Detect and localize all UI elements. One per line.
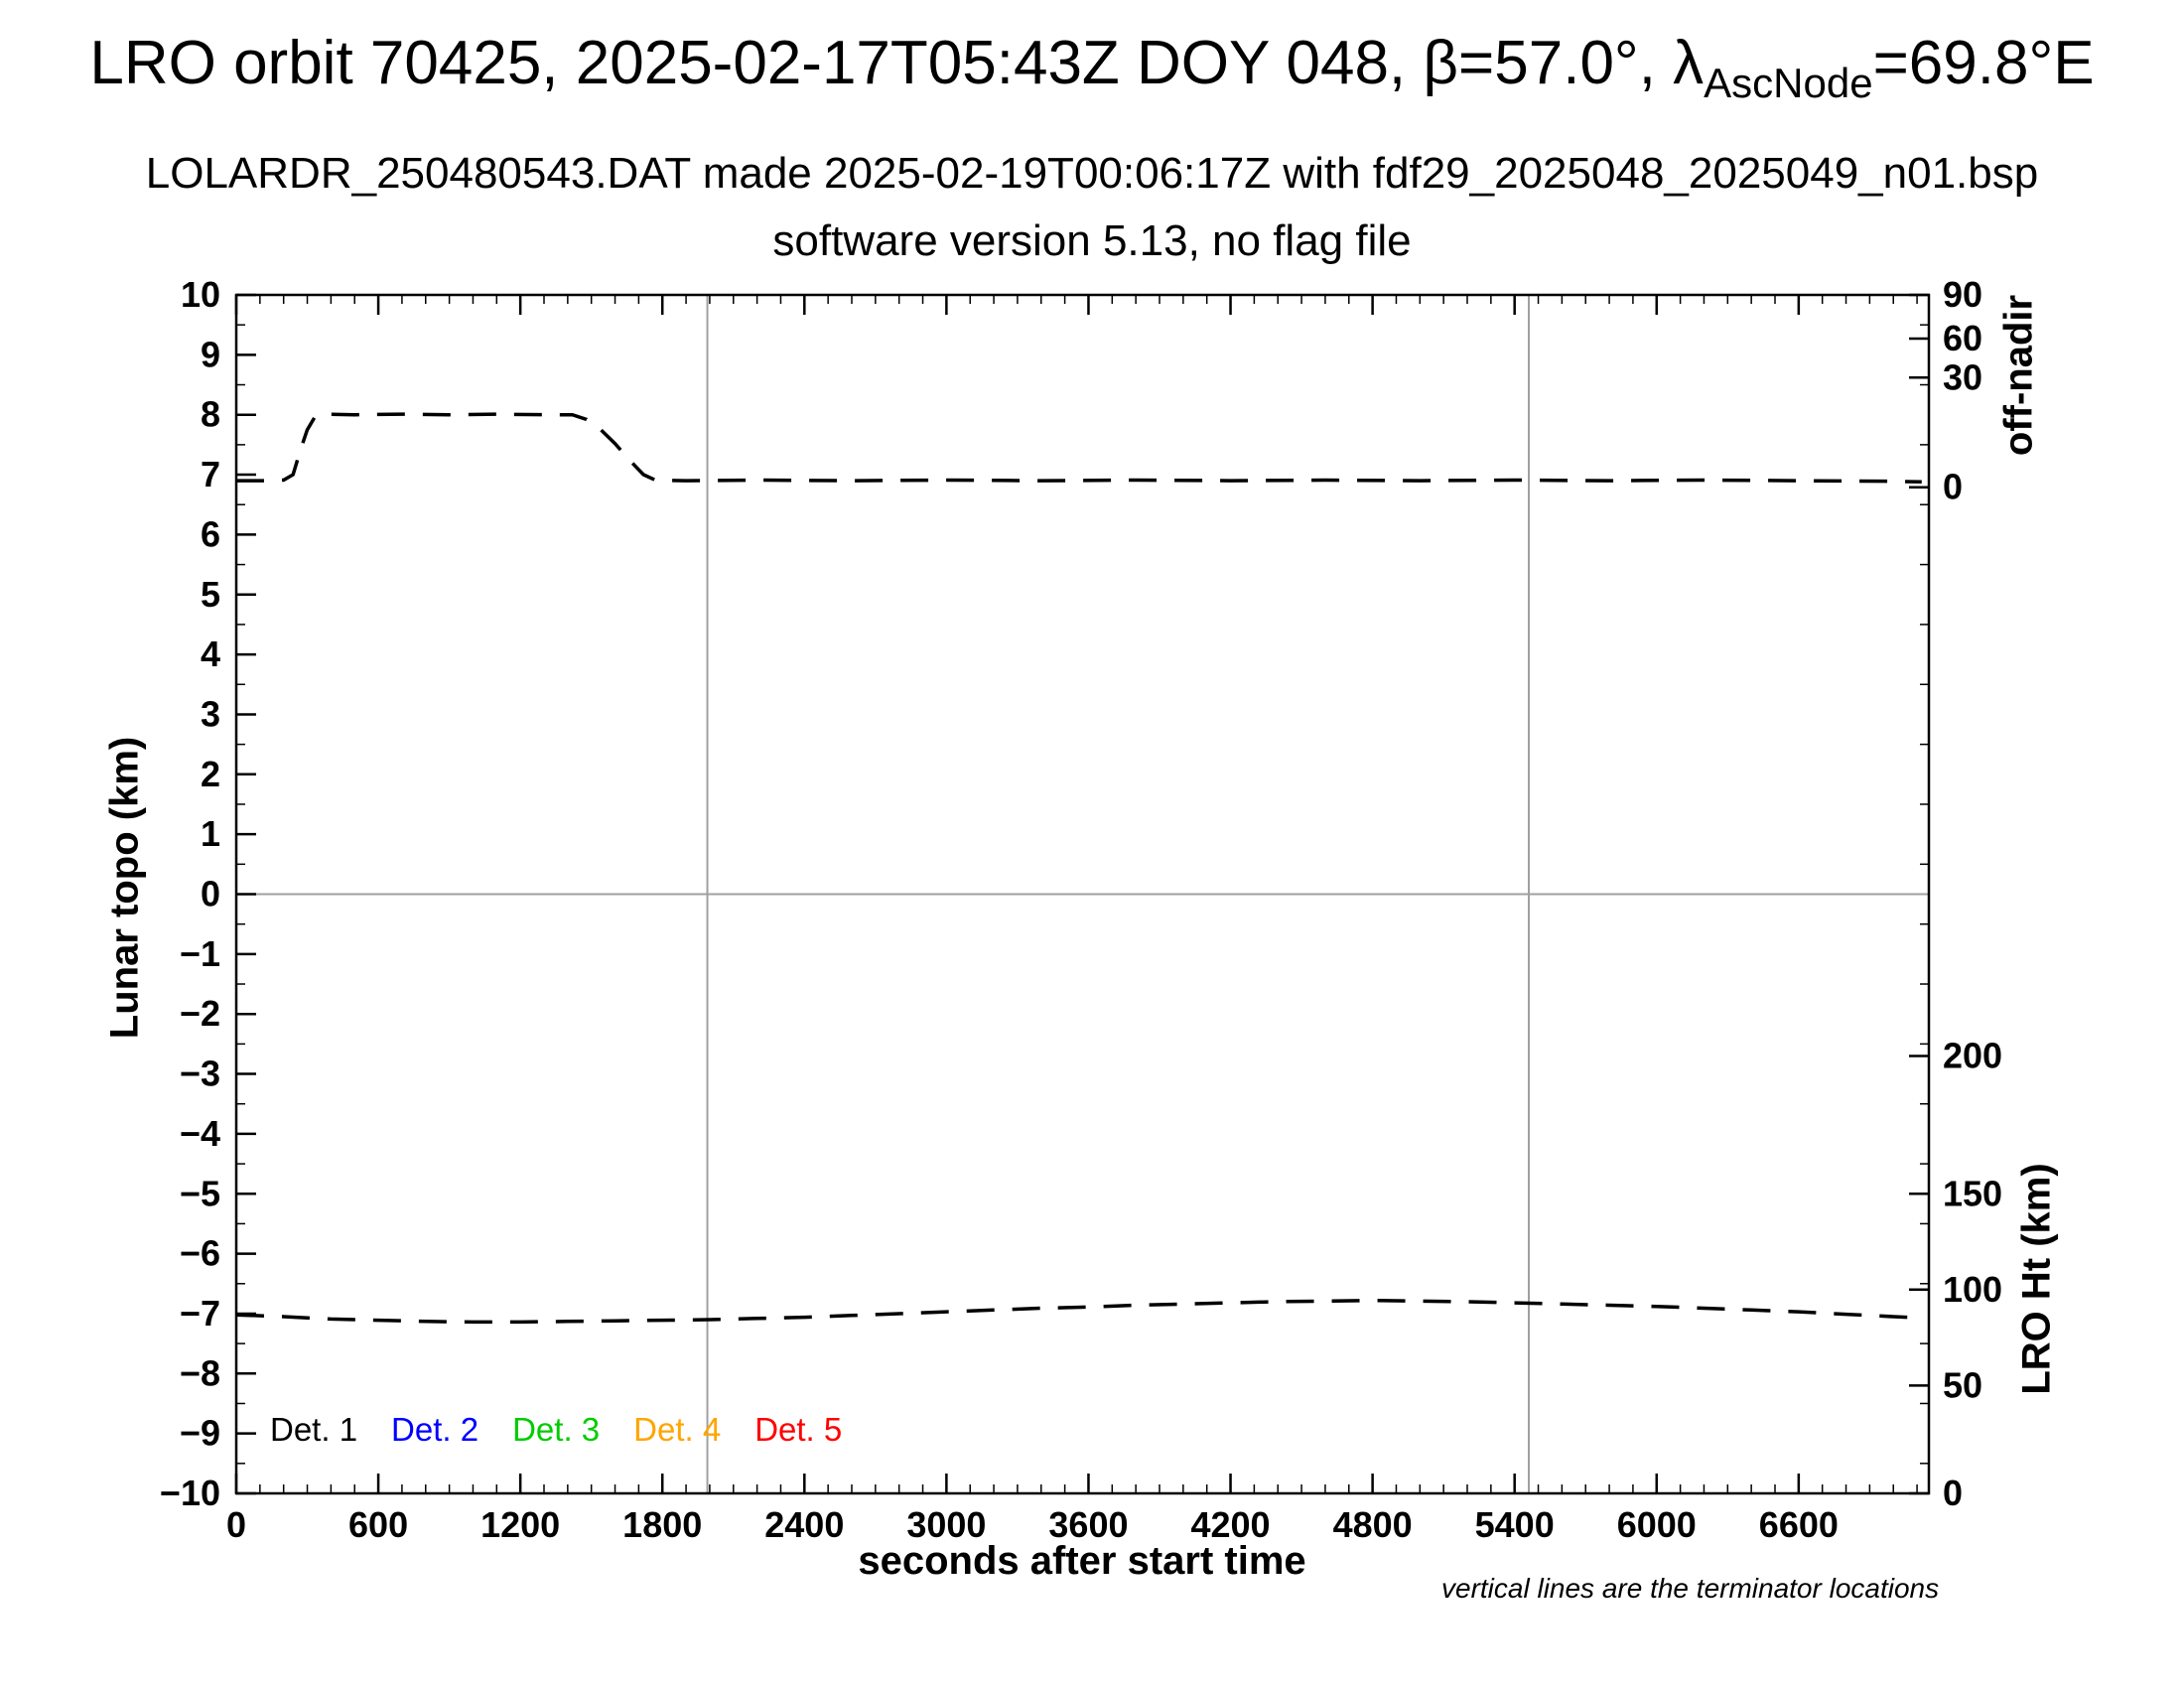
legend-item-det2: Det. 2 (391, 1411, 479, 1448)
x-tick-label: 600 (348, 1504, 408, 1545)
x-tick-label: 1800 (622, 1504, 702, 1545)
right-axis-tick-label: 100 (1943, 1269, 2002, 1310)
right-axis-tick-label: 200 (1943, 1035, 2002, 1075)
detector-legend: Det. 1 Det. 2 Det. 3 Det. 4 Det. 5 (270, 1411, 842, 1449)
plot-software-line: software version 5.13, no flag file (772, 216, 1412, 265)
y-tick-label: −5 (180, 1173, 220, 1213)
plot-title: LRO orbit 70425, 2025-02-17T05:43Z DOY 0… (0, 28, 2184, 106)
plot-title-subscript: AscNode (1704, 60, 1873, 106)
y-tick-label: 2 (201, 754, 220, 794)
x-tick-label: 3000 (906, 1504, 986, 1545)
legend-item-det4: Det. 4 (633, 1411, 722, 1448)
y-tick-label: −4 (180, 1113, 220, 1154)
x-tick-label: 4200 (1190, 1504, 1270, 1545)
right-axis-tick-label: 50 (1943, 1364, 1982, 1405)
y-tick-label: 8 (201, 394, 220, 435)
y-axis-title-right-top: off-nadir (1996, 294, 2041, 457)
y-axis-title-left: Lunar topo (km) (102, 736, 147, 1040)
terminator-footnote: vertical lines are the terminator locati… (1441, 1573, 1940, 1604)
y-tick-label: −2 (180, 993, 220, 1034)
series-off-nadir-angle (236, 412, 1922, 485)
legend-item-det1: Det. 1 (270, 1411, 358, 1448)
y-tick-label: −6 (180, 1233, 220, 1274)
right-axis-tick-label: 150 (1943, 1173, 2002, 1213)
x-axis-title: seconds after start time (858, 1539, 1306, 1583)
right-axis-tick-label: 90 (1943, 274, 1982, 315)
plot-subtitle: LOLARDR_250480543.DAT made 2025-02-19T00… (145, 149, 2039, 198)
y-tick-label: 3 (201, 693, 220, 734)
y-tick-label: 4 (201, 633, 220, 674)
x-tick-label: 0 (226, 1504, 246, 1545)
y-tick-label: 1 (201, 813, 220, 854)
x-tick-label: 3600 (1048, 1504, 1128, 1545)
y-tick-label: 10 (181, 274, 220, 315)
x-tick-label: 5400 (1475, 1504, 1555, 1545)
y-tick-label: −9 (180, 1413, 220, 1454)
legend-item-det5: Det. 5 (754, 1411, 843, 1448)
right-axis-tick-label: 30 (1943, 356, 1982, 397)
legend-item-det3: Det. 3 (512, 1411, 601, 1448)
y-tick-label: −1 (180, 933, 220, 974)
plot-title-tail: =69.8°E (1872, 29, 2095, 97)
x-tick-label: 6600 (1759, 1504, 1839, 1545)
y-tick-label: −10 (160, 1473, 220, 1513)
x-tick-label: 2400 (764, 1504, 844, 1545)
y-tick-label: 5 (201, 574, 220, 615)
y-tick-label: 0 (201, 874, 220, 914)
series-lro-height (235, 1298, 1922, 1325)
right-axis-tick-label: 60 (1943, 318, 1982, 358)
y-tick-label: −8 (180, 1352, 220, 1393)
plot-title-main: LRO orbit 70425, 2025-02-17T05:43Z DOY 0… (89, 29, 1705, 97)
y-tick-label: 6 (201, 513, 220, 554)
y-tick-label: −7 (180, 1293, 220, 1334)
x-tick-label: 6000 (1617, 1504, 1697, 1545)
y-tick-label: 7 (201, 454, 220, 494)
x-tick-label: 1200 (480, 1504, 560, 1545)
y-tick-label: −3 (180, 1054, 220, 1094)
right-axis-tick-label: 0 (1943, 467, 1963, 507)
y-axis-title-right-bottom: LRO Ht (km) (2014, 1163, 2059, 1395)
right-axis-tick-label: 0 (1943, 1473, 1963, 1513)
x-tick-label: 4800 (1333, 1504, 1413, 1545)
y-tick-label: 9 (201, 334, 220, 374)
